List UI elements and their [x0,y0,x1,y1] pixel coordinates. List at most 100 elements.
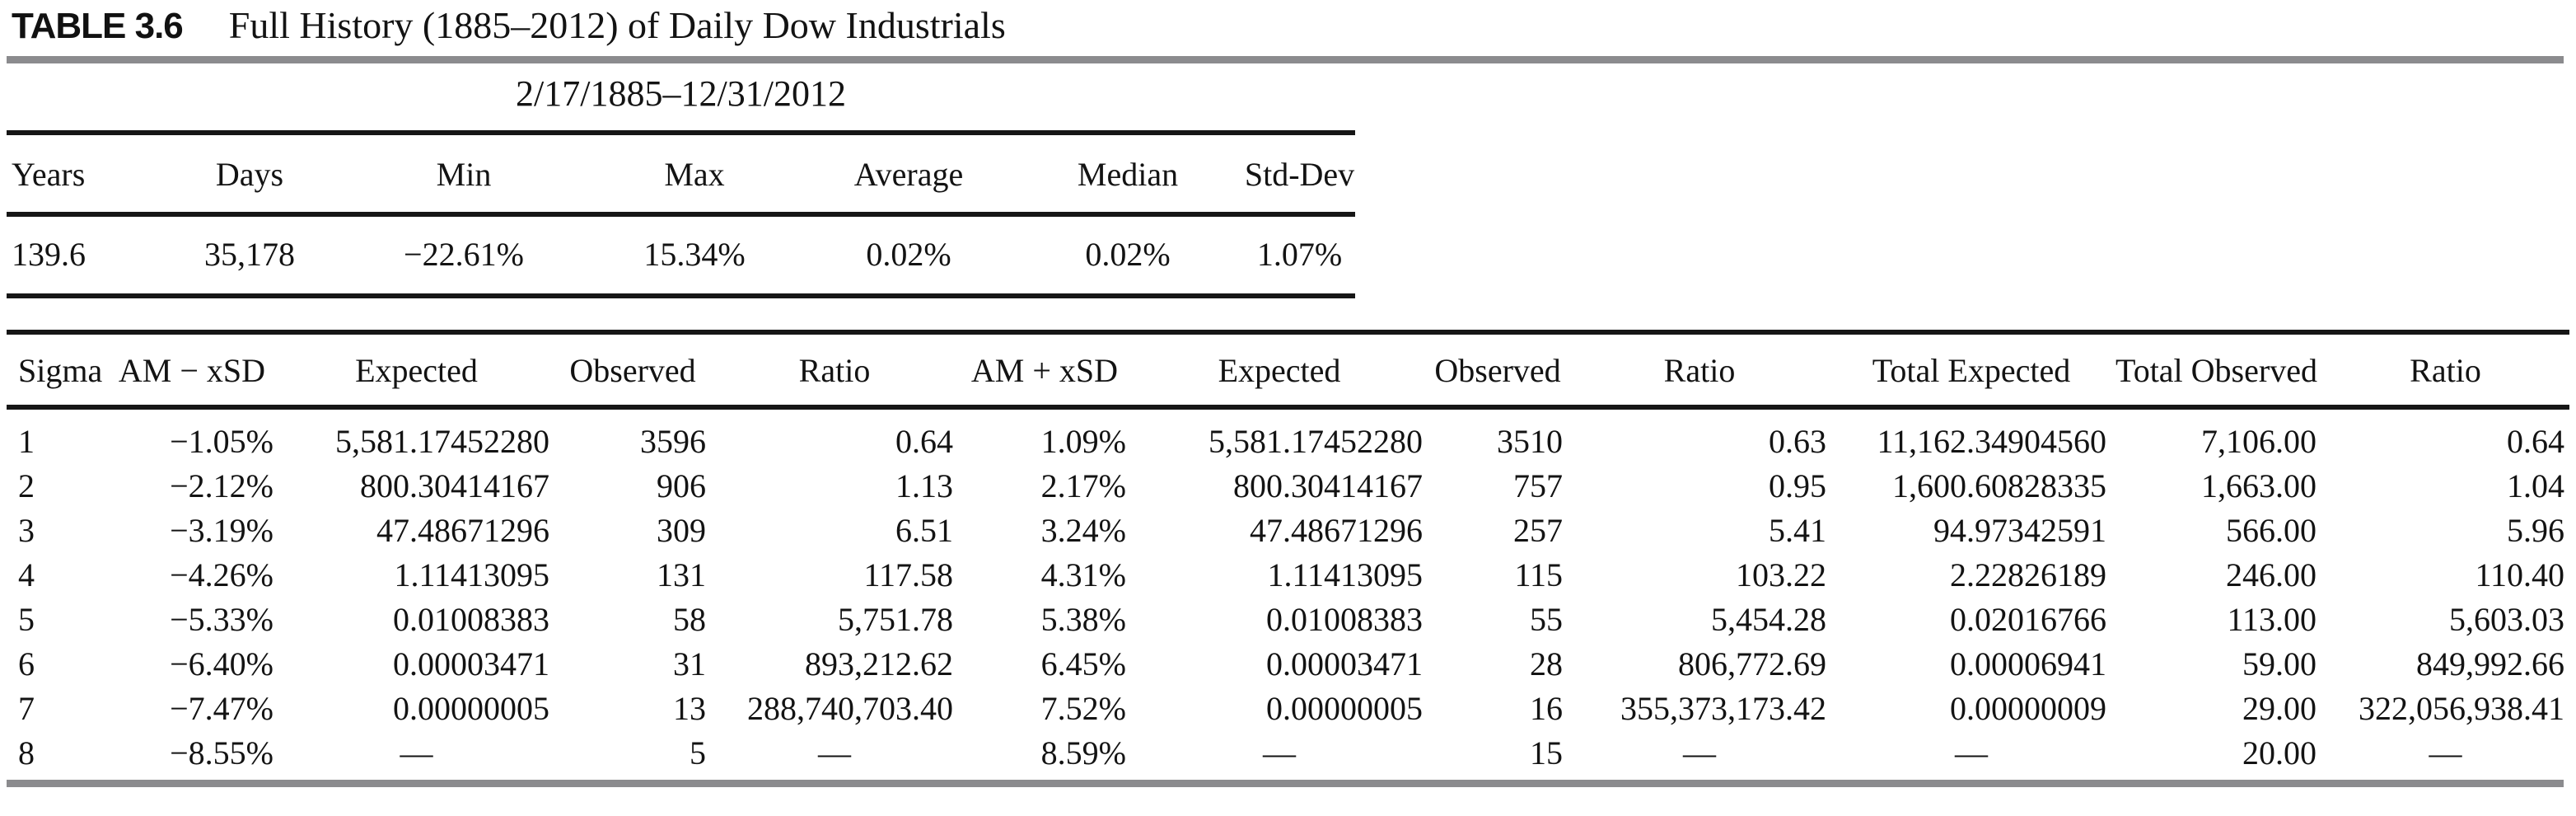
table-cell: 7,106.00 [2201,423,2317,460]
table-cell: 3596 [640,423,706,460]
sigma-table-container: Sigma AM − xSD Expected Observed Ratio A… [7,330,2569,776]
table-cell: 2.17% [1040,467,1126,504]
col-header-min: Min [436,156,492,193]
table-cell: — [818,734,851,771]
table-cell: 0.01008383 [393,601,549,638]
table-cell: 0.00003471 [393,645,549,682]
table-cell: 800.30414167 [360,467,549,504]
table-cell: 117.58 [863,556,953,593]
table-cell: 566.00 [2226,512,2317,549]
sigma-table: Sigma AM − xSD Expected Observed Ratio A… [7,330,2569,776]
table-cell: 0.01008383 [1266,601,1423,638]
summary-cell-days: 35,178 [204,236,295,273]
table-cell: 5 [18,601,35,638]
table-cell: — [400,734,433,771]
table-row: 3 −3.19% 47.48671296 309 6.51 3.24% 47.4… [7,509,2569,553]
table-cell: 3.24% [1040,512,1126,549]
table-cell: 110.40 [2475,556,2564,593]
table-cell: 4.31% [1040,556,1126,593]
col-header-max: Max [664,156,725,193]
date-range-header: 2/17/1885–12/31/2012 [516,73,846,114]
table-cell: 5,751.78 [838,601,953,638]
table-cell: 7.52% [1040,690,1126,727]
table-cell: 47.48671296 [376,512,549,549]
table-cell: — [1263,734,1296,771]
table-cell: — [1955,734,1988,771]
table-cell: 5.41 [1769,512,1826,549]
table-cell: 0.63 [1769,423,1826,460]
table-cell: 113.00 [2227,601,2317,638]
table-cell: 103.22 [1736,556,1826,593]
table-cell: 16 [1530,690,1563,727]
col-header-observed-1: Observed [569,352,696,389]
col-header-ratio-3: Ratio [2410,352,2481,389]
summary-cell-average: 0.02% [866,236,951,273]
summary-data-row: 139.6 35,178 −22.61% 15.34% 0.02% 0.02% … [7,214,1355,296]
col-header-average: Average [853,156,964,193]
summary-table-container: Years Days Min Max Average Median Std-De… [7,130,1355,298]
table-cell: 2 [18,467,35,504]
summary-cell-years: 139.6 [12,236,86,273]
table-cell: 906 [657,467,706,504]
table-cell: 5,454.28 [1711,601,1826,638]
table-cell: 0.64 [895,423,953,460]
table-cell: 0.95 [1769,467,1826,504]
table-cell: 0.00000005 [1266,690,1423,727]
table-cell: 11,162.34904560 [1877,423,2106,460]
table-cell: 800.30414167 [1233,467,1423,504]
table-cell: 6 [18,645,35,682]
table-cell: 5,581.17452280 [335,423,549,460]
table-cell: 309 [657,512,706,549]
table-cell: 8 [18,734,35,771]
table-cell: 1.09% [1040,423,1126,460]
bottom-rule [7,780,2564,787]
table-title: Full History (1885–2012) of Daily Dow In… [228,4,1006,46]
table-cell: 1,663.00 [2201,467,2317,504]
table-row: 4 −4.26% 1.11413095 131 117.58 4.31% 1.1… [7,553,2569,598]
col-header-days: Days [215,156,284,193]
table-cell: 5.38% [1040,601,1126,638]
table-caption: TABLE 3.6 Full History (1885–2012) of Da… [12,3,1006,47]
table-cell: 31 [673,645,706,682]
table-cell: 7 [18,690,35,727]
table-cell: −8.55% [170,734,273,771]
table-cell: 0.00006941 [1950,645,2106,682]
summary-cell-min: −22.61% [404,236,524,273]
table-cell: — [1683,734,1716,771]
table-cell: 849,992.66 [2416,645,2564,682]
table-row: 6 −6.40% 0.00003471 31 893,212.62 6.45% … [7,642,2569,687]
table-row: 2 −2.12% 800.30414167 906 1.13 2.17% 800… [7,464,2569,509]
table-cell: 288,740,703.40 [747,690,953,727]
table-cell: −2.12% [170,467,273,504]
table-cell: 5,603.03 [2449,601,2564,638]
top-rule [7,56,2564,63]
col-header-expected-1: Expected [355,352,478,389]
table-cell: 5.96 [2507,512,2564,549]
table-cell: 3510 [1497,423,1563,460]
table-cell: 5 [690,734,706,771]
table-cell: 6.45% [1040,645,1126,682]
table-cell: 1.11413095 [394,556,549,593]
table-cell: 5,581.17452280 [1209,423,1423,460]
table-row: 5 −5.33% 0.01008383 58 5,751.78 5.38% 0.… [7,598,2569,642]
table-cell: 0.00003471 [1266,645,1423,682]
summary-cell-median: 0.02% [1085,236,1171,273]
table-cell: 28 [1530,645,1563,682]
col-header-expected-2: Expected [1218,352,1341,389]
col-header-observed-2: Observed [1434,352,1561,389]
table-cell: 4 [18,556,35,593]
table-number-label: TABLE 3.6 [12,6,184,46]
table-cell: −3.19% [170,512,273,549]
table-cell: −6.40% [170,645,273,682]
table-cell: 1 [18,423,35,460]
table-cell: 246.00 [2226,556,2317,593]
table-cell: 20.00 [2242,734,2317,771]
table-cell: 15 [1530,734,1563,771]
table-cell: 59.00 [2242,645,2317,682]
table-cell: −7.47% [170,690,273,727]
table-cell: 13 [673,690,706,727]
table-cell: 29.00 [2242,690,2317,727]
table-cell: 58 [673,601,706,638]
table-cell: 55 [1530,601,1563,638]
